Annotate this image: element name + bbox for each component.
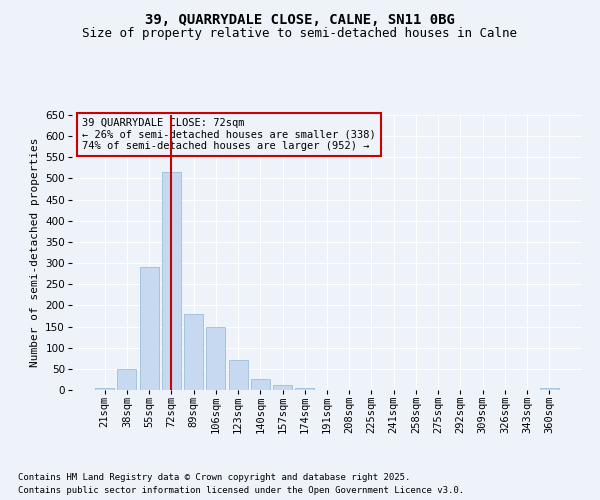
Bar [540, 388, 559, 390]
Bar [273, 385, 292, 390]
Bar [95, 388, 114, 390]
Bar [140, 268, 158, 390]
Bar [184, 314, 203, 390]
Text: 39 QUARRYDALE CLOSE: 72sqm
← 26% of semi-detached houses are smaller (338)
74% o: 39 QUARRYDALE CLOSE: 72sqm ← 26% of semi… [82, 118, 376, 151]
Text: Size of property relative to semi-detached houses in Calne: Size of property relative to semi-detach… [83, 28, 517, 40]
Bar [206, 326, 225, 390]
Text: 39, QUARRYDALE CLOSE, CALNE, SN11 0BG: 39, QUARRYDALE CLOSE, CALNE, SN11 0BG [145, 12, 455, 26]
Bar [118, 369, 136, 390]
Bar [251, 380, 270, 390]
Y-axis label: Number of semi-detached properties: Number of semi-detached properties [30, 138, 40, 367]
Bar [229, 360, 248, 390]
Text: Contains HM Land Registry data © Crown copyright and database right 2025.: Contains HM Land Registry data © Crown c… [18, 472, 410, 482]
Bar [162, 172, 181, 390]
Text: Contains public sector information licensed under the Open Government Licence v3: Contains public sector information licen… [18, 486, 464, 495]
Bar [295, 388, 314, 390]
